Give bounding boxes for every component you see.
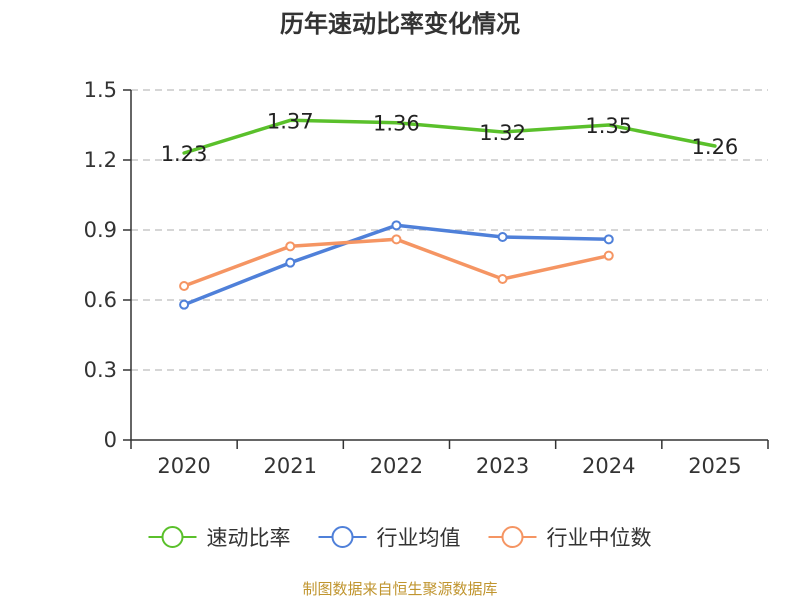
legend-marker [331,526,354,548]
legend-label: 行业中位数 [547,526,652,550]
x-tick-label: 2022 [370,454,423,478]
y-tick-label: 0.3 [84,358,117,382]
data-point[interactable] [285,241,296,252]
y-tick-label: 0.6 [84,288,117,312]
data-label: 1.23 [161,142,208,166]
y-tick-label: 1.5 [84,78,117,102]
legend[interactable]: 速动比率 行业均值 行业中位数 [148,526,652,550]
x-tick-label: 2025 [688,454,741,478]
data-point[interactable] [179,299,190,310]
y-tick-label: 1.2 [84,148,117,172]
legend-item-2[interactable]: 行业均值 [318,526,461,550]
data-point[interactable] [497,232,508,242]
data-label: 1.37 [267,109,314,133]
x-tick-label: 2024 [582,454,635,478]
data-point[interactable] [603,234,614,245]
data-label: 1.36 [373,112,420,136]
data-point[interactable] [497,274,508,284]
source-note: 制图数据来自恒生聚源数据库 [302,580,497,598]
y-tick-label: 0 [104,428,117,452]
legend-marker [161,526,184,548]
legend-label: 行业均值 [377,526,461,550]
data-point[interactable] [603,250,614,261]
legend-item-3[interactable]: 行业中位数 [488,526,652,550]
data-point[interactable] [391,234,402,245]
legend-marker [501,526,524,548]
data-point[interactable] [391,220,402,231]
series-line-1 [182,118,717,155]
legend-item-1[interactable]: 速动比率 [148,526,291,550]
axes: 0 0.3 0.6 0.9 1.2 1.5 2020 2021 2022 2023 2024 2025 [84,78,769,478]
x-tick-label: 2023 [476,454,529,478]
y-tick-label: 0.9 [84,218,117,242]
data-label: 1.32 [479,121,526,145]
chart-title: 历年速动比率变化情况 [280,10,520,38]
data-label: 1.26 [692,135,739,159]
data-point[interactable] [285,257,296,268]
data-label: 1.35 [585,114,632,138]
x-tick-label: 2020 [157,454,210,478]
legend-label: 速动比率 [207,526,291,550]
x-tick-label: 2021 [264,454,317,478]
series-lines [179,118,717,310]
data-labels: 1.23 1.37 1.36 1.32 1.35 1.26 [161,109,739,166]
data-point[interactable] [179,281,190,291]
